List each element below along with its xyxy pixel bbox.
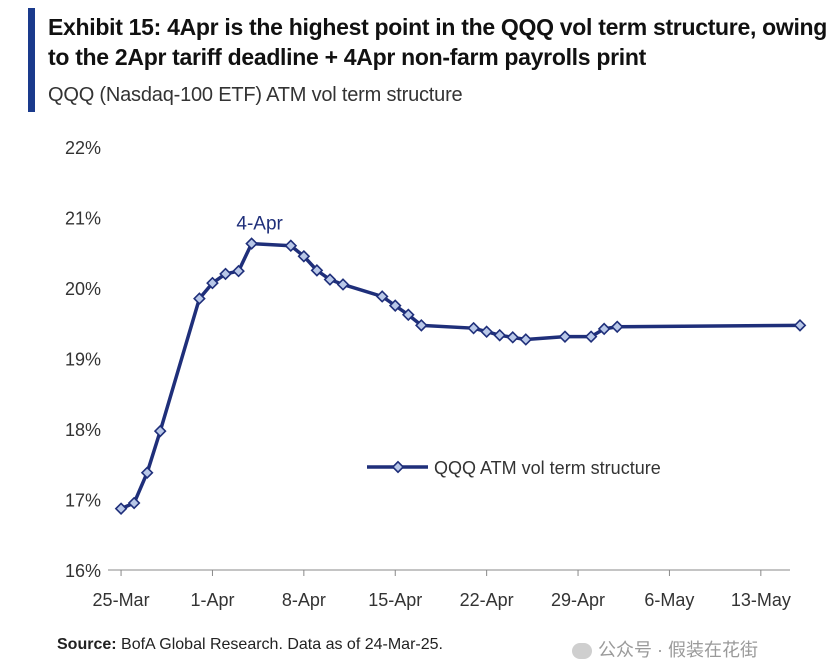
data-point [584, 330, 598, 343]
y-tick-label: 17% [65, 491, 101, 511]
series-line [120, 241, 801, 511]
chart-subtitle: QQQ (Nasdaq-100 ETF) ATM vol term struct… [48, 84, 463, 106]
data-point [375, 290, 389, 303]
data-point [310, 264, 324, 277]
data-point [610, 320, 624, 334]
x-tick-label: 25-Mar [93, 590, 150, 610]
y-tick-label: 21% [65, 209, 101, 229]
legend: QQQ ATM vol term structure [367, 458, 661, 478]
data-point [140, 466, 154, 480]
x-tick-label: 1-Apr [190, 590, 234, 610]
x-tick-label: 29-Apr [551, 590, 605, 610]
source-note: Source: BofA Global Research. Data as of… [57, 636, 443, 654]
data-point [519, 333, 533, 346]
data-point [506, 331, 520, 344]
accent-bar [28, 8, 35, 112]
source-label: Source: [57, 636, 117, 653]
data-point [153, 424, 167, 438]
x-tick-label: 8-Apr [282, 590, 326, 610]
data-point [219, 267, 232, 281]
data-point [297, 249, 311, 263]
data-point [127, 496, 141, 510]
data-point [558, 330, 572, 343]
y-axis-ticks: 16% 17% 18% 19% 20% 21% 22% [65, 138, 101, 581]
x-tick-label: 6-May [644, 590, 694, 610]
data-point [232, 264, 245, 278]
data-point [597, 322, 611, 336]
data-point [493, 328, 507, 342]
data-point [193, 292, 206, 305]
x-axis-ticks: 25-Mar 1-Apr 8-Apr 15-Apr 22-Apr 29-Apr 6-May 1… [93, 570, 791, 610]
data-point [336, 278, 350, 291]
y-tick-label: 22% [65, 138, 101, 158]
watermark: 公众号 · 假装在花街 [572, 636, 758, 662]
data-point [793, 319, 807, 332]
data-point [415, 319, 428, 332]
legend-label: QQQ ATM vol term structure [434, 458, 661, 478]
data-point [401, 308, 415, 322]
y-tick-label: 20% [65, 279, 101, 299]
data-point [245, 237, 258, 250]
y-tick-label: 19% [65, 350, 101, 370]
data-point [284, 239, 298, 253]
x-tick-label: 13-May [731, 590, 791, 610]
x-tick-label: 15-Apr [368, 590, 422, 610]
chart-title: Exhibit 15: 4Apr is the highest point in… [48, 14, 828, 70]
legend-marker [391, 460, 405, 474]
data-point [388, 299, 402, 312]
annotations: 4-Apr [236, 214, 283, 235]
data-point [206, 276, 219, 290]
data-point [114, 502, 128, 515]
watermark-text: 公众号 · 假装在花街 [598, 640, 758, 660]
data-point [323, 273, 337, 286]
data-point [480, 325, 493, 339]
data-point [467, 321, 480, 335]
y-tick-label: 18% [65, 420, 101, 440]
x-tick-label: 22-Apr [460, 590, 514, 610]
wechat-icon [572, 643, 592, 660]
source-text: BofA Global Research. Data as of 24-Mar-… [116, 636, 443, 653]
peak-annotation: 4-Apr [236, 214, 283, 235]
series-group [114, 237, 807, 515]
y-tick-label: 16% [65, 561, 101, 581]
